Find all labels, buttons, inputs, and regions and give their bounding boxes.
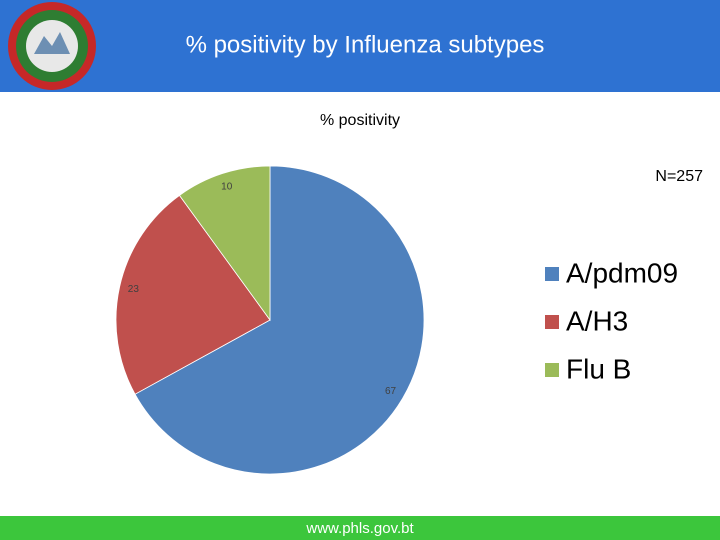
- footer-band: [0, 516, 720, 540]
- legend-swatch: [545, 363, 559, 377]
- header-band: [0, 0, 720, 92]
- data-label: 23: [128, 284, 140, 295]
- logo: [8, 2, 96, 90]
- legend-swatch: [545, 267, 559, 281]
- legend-label: A/H3: [566, 305, 628, 336]
- legend-label: Flu B: [566, 353, 631, 384]
- chart-title: % positivity: [320, 112, 400, 129]
- pie: 67 23 10: [115, 165, 425, 475]
- pie-slice: [115, 194, 271, 395]
- annotation: N=257: [655, 168, 703, 185]
- data-label: 10: [221, 181, 233, 192]
- legend-label: A/pdm09: [566, 257, 678, 288]
- legend-swatch: [545, 315, 559, 329]
- legend: A/pdm09 A/H3 Flu B: [545, 257, 678, 384]
- pie-slice: [134, 165, 425, 475]
- footer-url: www.phls.gov.bt: [305, 520, 414, 537]
- data-label: 67: [385, 386, 397, 397]
- header-title: % positivity by Influenza subtypes: [186, 31, 545, 58]
- pie-slice: [178, 165, 271, 322]
